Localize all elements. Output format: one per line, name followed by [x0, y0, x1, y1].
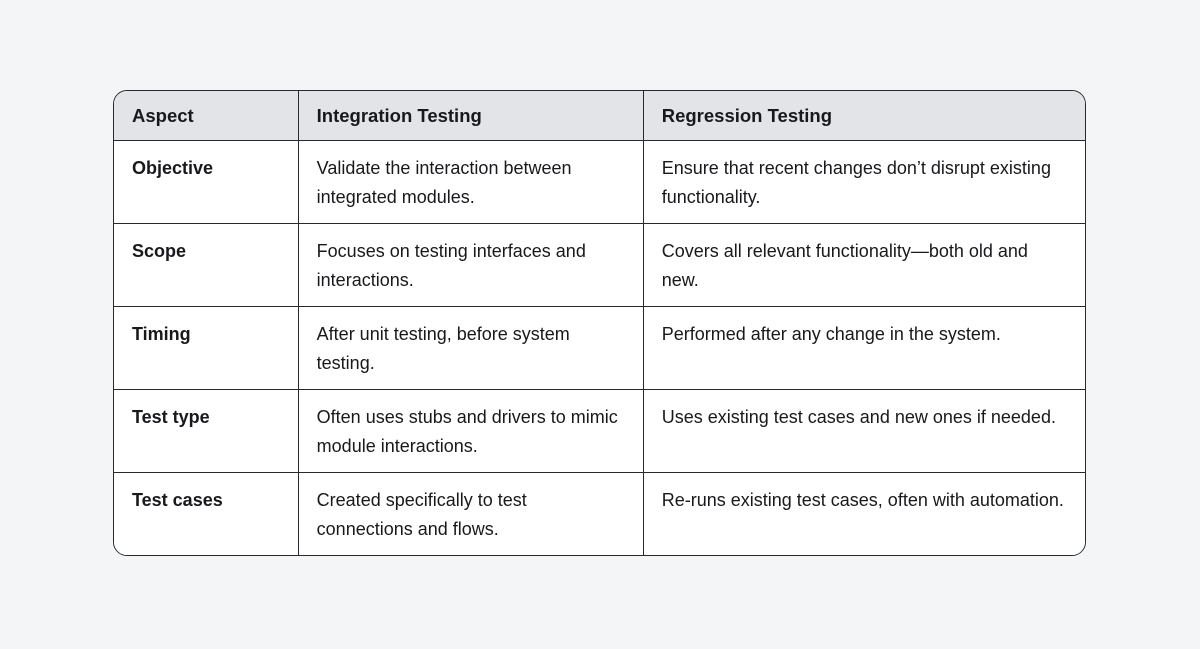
table-row-objective: Objective Validate the interaction betwe… [114, 140, 1085, 224]
comparison-table: Aspect Integration Testing Regression Te… [114, 91, 1085, 555]
table-row-test-cases: Test cases Created specifically to test … [114, 472, 1085, 555]
cell-objective-integration: Validate the interaction between integra… [297, 140, 644, 224]
table-header-row: Aspect Integration Testing Regression Te… [114, 91, 1085, 141]
cell-test-cases-regression: Re-runs existing test cases, often with … [642, 472, 1085, 555]
table-row-timing: Timing After unit testing, before system… [114, 306, 1085, 390]
comparison-table-container: Aspect Integration Testing Regression Te… [113, 90, 1086, 556]
table-row-test-type: Test type Often uses stubs and drivers t… [114, 389, 1085, 473]
cell-scope-regression: Covers all relevant functionality—both o… [642, 223, 1085, 307]
cell-objective-regression: Ensure that recent changes don’t disrupt… [642, 140, 1085, 224]
cell-timing-integration: After unit testing, before system testin… [297, 306, 644, 390]
cell-test-type-regression: Uses existing test cases and new ones if… [642, 389, 1085, 473]
cell-scope-aspect: Scope [114, 223, 299, 307]
cell-timing-regression: Performed after any change in the system… [642, 306, 1085, 390]
cell-test-cases-integration: Created specifically to test connections… [297, 472, 644, 555]
column-header-aspect: Aspect [114, 91, 299, 141]
table-row-scope: Scope Focuses on testing interfaces and … [114, 223, 1085, 307]
cell-objective-aspect: Objective [114, 140, 299, 224]
column-header-integration-testing: Integration Testing [297, 91, 644, 141]
cell-test-type-integration: Often uses stubs and drivers to mimic mo… [297, 389, 644, 473]
cell-timing-aspect: Timing [114, 306, 299, 390]
column-header-regression-testing: Regression Testing [642, 91, 1085, 141]
cell-test-type-aspect: Test type [114, 389, 299, 473]
cell-scope-integration: Focuses on testing interfaces and intera… [297, 223, 644, 307]
cell-test-cases-aspect: Test cases [114, 472, 299, 555]
